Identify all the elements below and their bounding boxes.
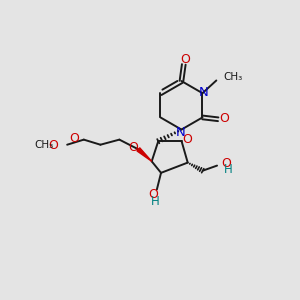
Text: CH₃: CH₃ <box>224 72 243 82</box>
Text: O: O <box>69 132 79 145</box>
Text: N: N <box>199 85 208 98</box>
Text: H: H <box>151 195 160 208</box>
Text: CH₃: CH₃ <box>34 140 53 150</box>
Text: O: O <box>148 188 158 201</box>
Text: O: O <box>221 157 231 170</box>
Text: O: O <box>182 133 192 146</box>
Text: O: O <box>219 112 229 124</box>
Text: O: O <box>128 140 138 154</box>
Text: O: O <box>180 53 190 66</box>
Text: H: H <box>224 163 233 176</box>
Polygon shape <box>137 148 152 161</box>
Text: N: N <box>176 126 186 139</box>
Text: O: O <box>49 140 58 152</box>
